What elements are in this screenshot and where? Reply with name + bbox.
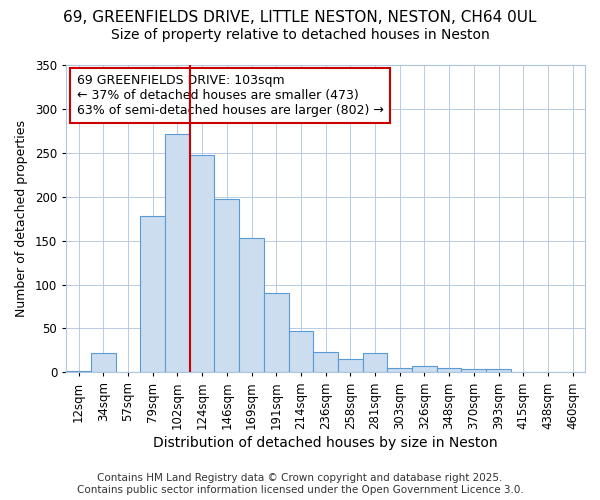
Bar — [91, 353, 116, 372]
Bar — [239, 238, 264, 372]
Bar — [412, 366, 437, 372]
Text: 69 GREENFIELDS DRIVE: 103sqm
← 37% of detached houses are smaller (473)
63% of s: 69 GREENFIELDS DRIVE: 103sqm ← 37% of de… — [77, 74, 383, 117]
Bar — [214, 198, 239, 372]
Bar — [190, 154, 214, 372]
X-axis label: Distribution of detached houses by size in Neston: Distribution of detached houses by size … — [153, 436, 498, 450]
Bar — [140, 216, 165, 372]
Bar — [461, 369, 486, 372]
Bar — [289, 331, 313, 372]
Bar — [313, 352, 338, 372]
Bar — [437, 368, 461, 372]
Text: 69, GREENFIELDS DRIVE, LITTLE NESTON, NESTON, CH64 0UL: 69, GREENFIELDS DRIVE, LITTLE NESTON, NE… — [63, 10, 537, 25]
Bar — [486, 369, 511, 372]
Bar — [338, 359, 362, 372]
Bar — [165, 134, 190, 372]
Text: Contains HM Land Registry data © Crown copyright and database right 2025.
Contai: Contains HM Land Registry data © Crown c… — [77, 474, 523, 495]
Bar — [264, 294, 289, 372]
Bar — [362, 353, 388, 372]
Bar — [388, 368, 412, 372]
Bar — [66, 370, 91, 372]
Text: Size of property relative to detached houses in Neston: Size of property relative to detached ho… — [110, 28, 490, 42]
Y-axis label: Number of detached properties: Number of detached properties — [15, 120, 28, 317]
